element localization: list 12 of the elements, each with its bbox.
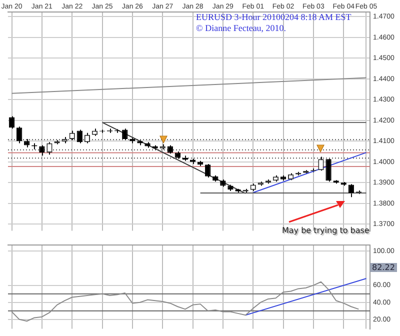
candlestick [318,156,324,172]
candlestick [348,184,354,198]
chart-title: EURUSD 3-Hour 20100204 8:18 AM EST [196,12,352,23]
candlestick [326,158,332,182]
candlestick [76,129,82,144]
candlestick [8,116,15,130]
text: 82.22 [370,263,397,272]
annotation: May be trying to base [282,226,370,235]
candlestick [39,144,45,156]
candlestick [16,126,22,144]
text: © Dianne Fecteau, 2010. [196,23,288,34]
candlestick [205,163,211,178]
